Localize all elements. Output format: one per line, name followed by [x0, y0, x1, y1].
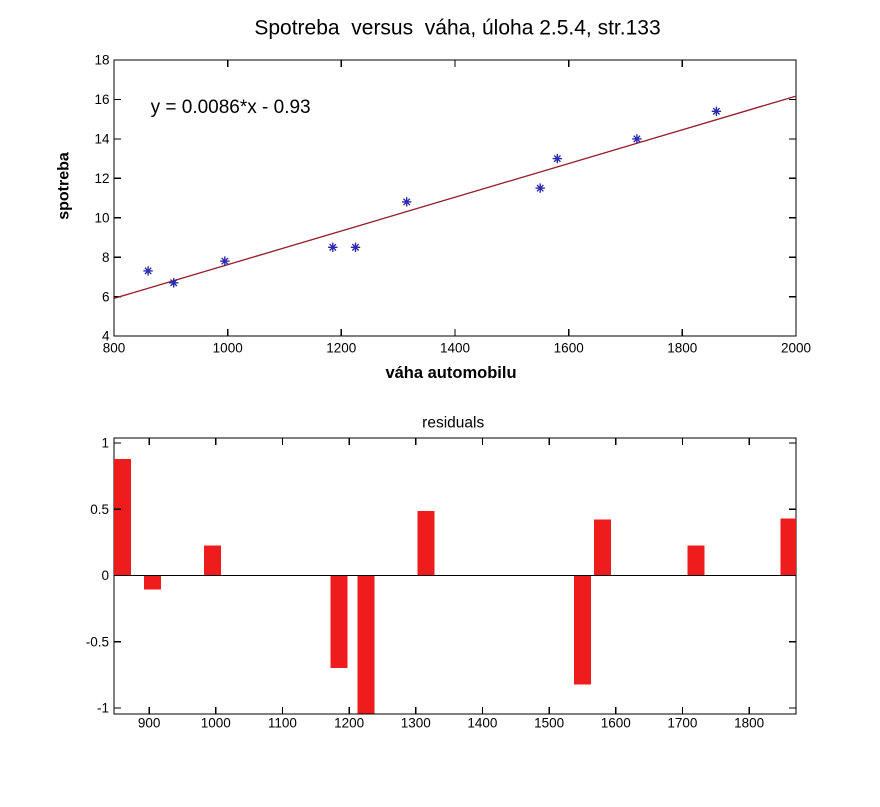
- svg-text:1600: 1600: [554, 340, 584, 355]
- svg-text:18: 18: [94, 53, 109, 68]
- svg-text:1800: 1800: [734, 715, 764, 730]
- svg-text:Spotreba versus váha, úloha: Spotreba versus váha, úloha 2.5.4, str.1…: [254, 16, 660, 39]
- svg-text:900: 900: [138, 715, 161, 730]
- svg-text:16: 16: [94, 92, 109, 107]
- svg-text:1400: 1400: [440, 340, 470, 355]
- svg-text:2000: 2000: [781, 340, 811, 355]
- svg-text:1100: 1100: [268, 715, 297, 730]
- svg-text:1: 1: [101, 436, 109, 451]
- svg-text:residuals: residuals: [422, 414, 484, 431]
- svg-text:1000: 1000: [201, 715, 231, 730]
- svg-text:1600: 1600: [601, 715, 631, 730]
- svg-text:-0.5: -0.5: [86, 635, 109, 650]
- svg-text:10: 10: [94, 210, 109, 225]
- svg-text:spotreba: spotreba: [56, 152, 73, 220]
- svg-text:1000: 1000: [213, 340, 243, 355]
- svg-text:0: 0: [101, 568, 109, 583]
- svg-text:12: 12: [94, 171, 109, 186]
- svg-text:4: 4: [102, 329, 110, 344]
- svg-text:1400: 1400: [467, 715, 497, 730]
- svg-text:1200: 1200: [326, 340, 356, 355]
- svg-text:1200: 1200: [334, 715, 364, 730]
- svg-text:8: 8: [102, 250, 110, 265]
- svg-text:14: 14: [94, 132, 110, 147]
- svg-text:6: 6: [102, 289, 110, 304]
- svg-text:800: 800: [103, 340, 126, 355]
- svg-text:1300: 1300: [401, 715, 431, 730]
- svg-text:-1: -1: [97, 701, 109, 716]
- svg-text:váha automobilu: váha automobilu: [385, 364, 516, 382]
- svg-text:0.5: 0.5: [90, 502, 109, 517]
- svg-text:y = 0.0086*x - 0.93: y = 0.0086*x - 0.93: [151, 97, 311, 118]
- svg-text:1800: 1800: [667, 340, 697, 355]
- svg-text:1700: 1700: [667, 715, 697, 730]
- svg-text:1500: 1500: [534, 715, 564, 730]
